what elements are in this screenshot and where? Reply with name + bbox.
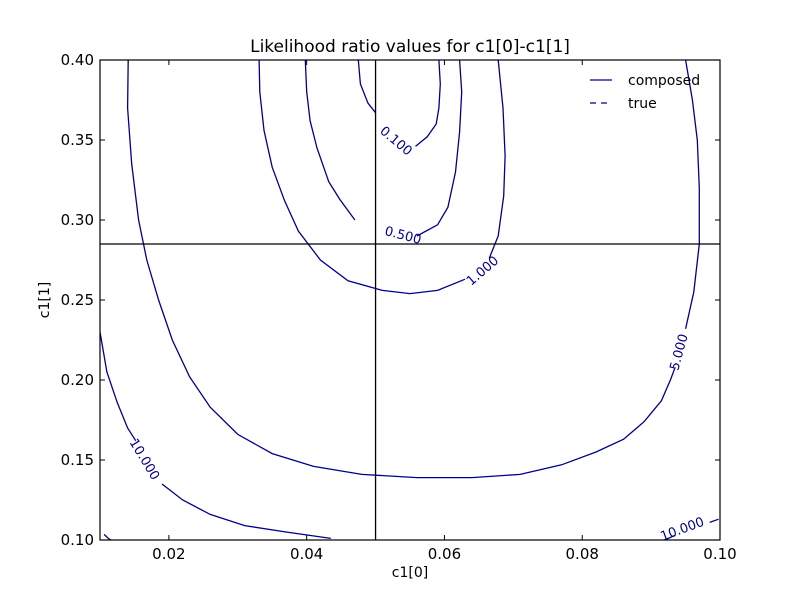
contour-line xyxy=(684,60,700,329)
legend: composed true xyxy=(590,73,700,112)
y-tick-label: 0.20 xyxy=(61,371,94,389)
legend-label: true xyxy=(628,96,657,112)
x-tick-label: 0.04 xyxy=(290,545,323,563)
axes-frame xyxy=(99,59,721,541)
contour-label: 1.000 xyxy=(464,253,502,289)
contour-line xyxy=(103,533,112,540)
x-tick-label: 0.06 xyxy=(428,545,461,563)
y-tick-label: 0.30 xyxy=(61,211,94,229)
contour-line xyxy=(126,60,676,479)
legend-label: composed xyxy=(628,73,700,89)
contour-label: 5.000 xyxy=(668,332,692,372)
contour-line xyxy=(100,331,137,442)
contour-line xyxy=(488,60,506,259)
y-tick-label: 0.15 xyxy=(61,451,94,469)
x-tick-label: 0.08 xyxy=(566,545,599,563)
contour-line xyxy=(304,60,356,221)
y-tick-label: 0.35 xyxy=(61,131,94,149)
contour-label: 10.000 xyxy=(126,436,162,483)
contour-label: 0.100 xyxy=(377,124,415,159)
contour-line xyxy=(357,60,377,114)
contour-line xyxy=(415,60,441,147)
y-axis-label: c1[1] xyxy=(37,282,53,318)
chart-title: Likelihood ratio values for c1[0]-c1[1] xyxy=(250,37,570,57)
contour-line xyxy=(664,534,676,540)
y-tick-label: 0.10 xyxy=(61,531,94,549)
y-tick-label: 0.40 xyxy=(61,51,94,69)
contour-line xyxy=(416,60,463,237)
x-tick-label: 0.02 xyxy=(152,545,185,563)
contour-line xyxy=(161,483,331,540)
y-tick-label: 0.25 xyxy=(61,291,94,309)
contour-line xyxy=(709,518,719,524)
contour-lines xyxy=(100,60,719,540)
contour-line xyxy=(258,60,466,295)
x-tick-label: 0.10 xyxy=(703,545,736,563)
x-axis-label: c1[0] xyxy=(392,565,428,581)
